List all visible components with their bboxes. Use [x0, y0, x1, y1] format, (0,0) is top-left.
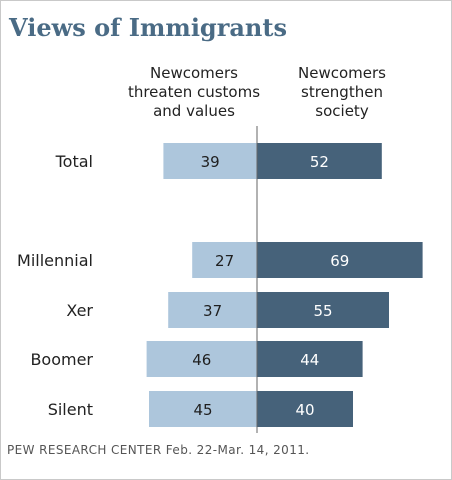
- diverging-bar-chart: Total 39 52 Millennial 27 69 Xer 37 55 Boomer 46 44…: [17, 126, 423, 433]
- column-header-strengthen-line-3: society: [315, 102, 369, 120]
- bar-strengthen-millennial: [257, 242, 423, 278]
- row-label-millennial: Millennial: [17, 251, 93, 270]
- column-header-threaten-line-2: threaten customs: [127, 83, 261, 101]
- value-label-strengthen-silent: 40: [295, 401, 314, 419]
- row-label-total: Total: [55, 152, 93, 171]
- value-label-strengthen-millennial: 69: [330, 252, 349, 270]
- bar-threaten-silent: [149, 391, 257, 427]
- chart-title: Views of Immigrants: [9, 13, 287, 42]
- bar-threaten-xer: [168, 292, 257, 328]
- column-header-threaten-line-3: and values: [153, 102, 235, 120]
- bar-strengthen-silent: [257, 391, 353, 427]
- column-header-threaten-line-1: Newcomers: [150, 64, 238, 82]
- column-header-strengthen-line-2: strengthen: [301, 83, 383, 101]
- value-label-threaten-millennial: 27: [215, 252, 234, 270]
- value-label-threaten-silent: 45: [193, 401, 212, 419]
- bar-strengthen-xer: [257, 292, 389, 328]
- bar-threaten-total: [163, 143, 257, 179]
- bar-strengthen-total: [257, 143, 382, 179]
- source-footer: PEW RESEARCH CENTER Feb. 22-Mar. 14, 201…: [7, 443, 310, 457]
- row-label-xer: Xer: [66, 301, 93, 320]
- bar-threaten-boomer: [146, 341, 257, 377]
- value-label-threaten-total: 39: [201, 153, 220, 171]
- value-label-threaten-xer: 37: [203, 302, 222, 320]
- column-header-strengthen-line-1: Newcomers: [298, 64, 386, 82]
- column-header-strengthen: Newcomers strengthen society: [257, 64, 427, 121]
- bar-threaten-millennial: [192, 242, 257, 278]
- value-label-strengthen-xer: 55: [313, 302, 332, 320]
- column-header-threaten: Newcomers threaten customs and values: [109, 64, 279, 121]
- value-label-threaten-boomer: 46: [192, 351, 211, 369]
- bar-strengthen-boomer: [257, 341, 363, 377]
- value-label-strengthen-total: 52: [310, 153, 329, 171]
- row-label-silent: Silent: [48, 400, 93, 419]
- value-label-strengthen-boomer: 44: [300, 351, 319, 369]
- row-label-boomer: Boomer: [30, 350, 93, 369]
